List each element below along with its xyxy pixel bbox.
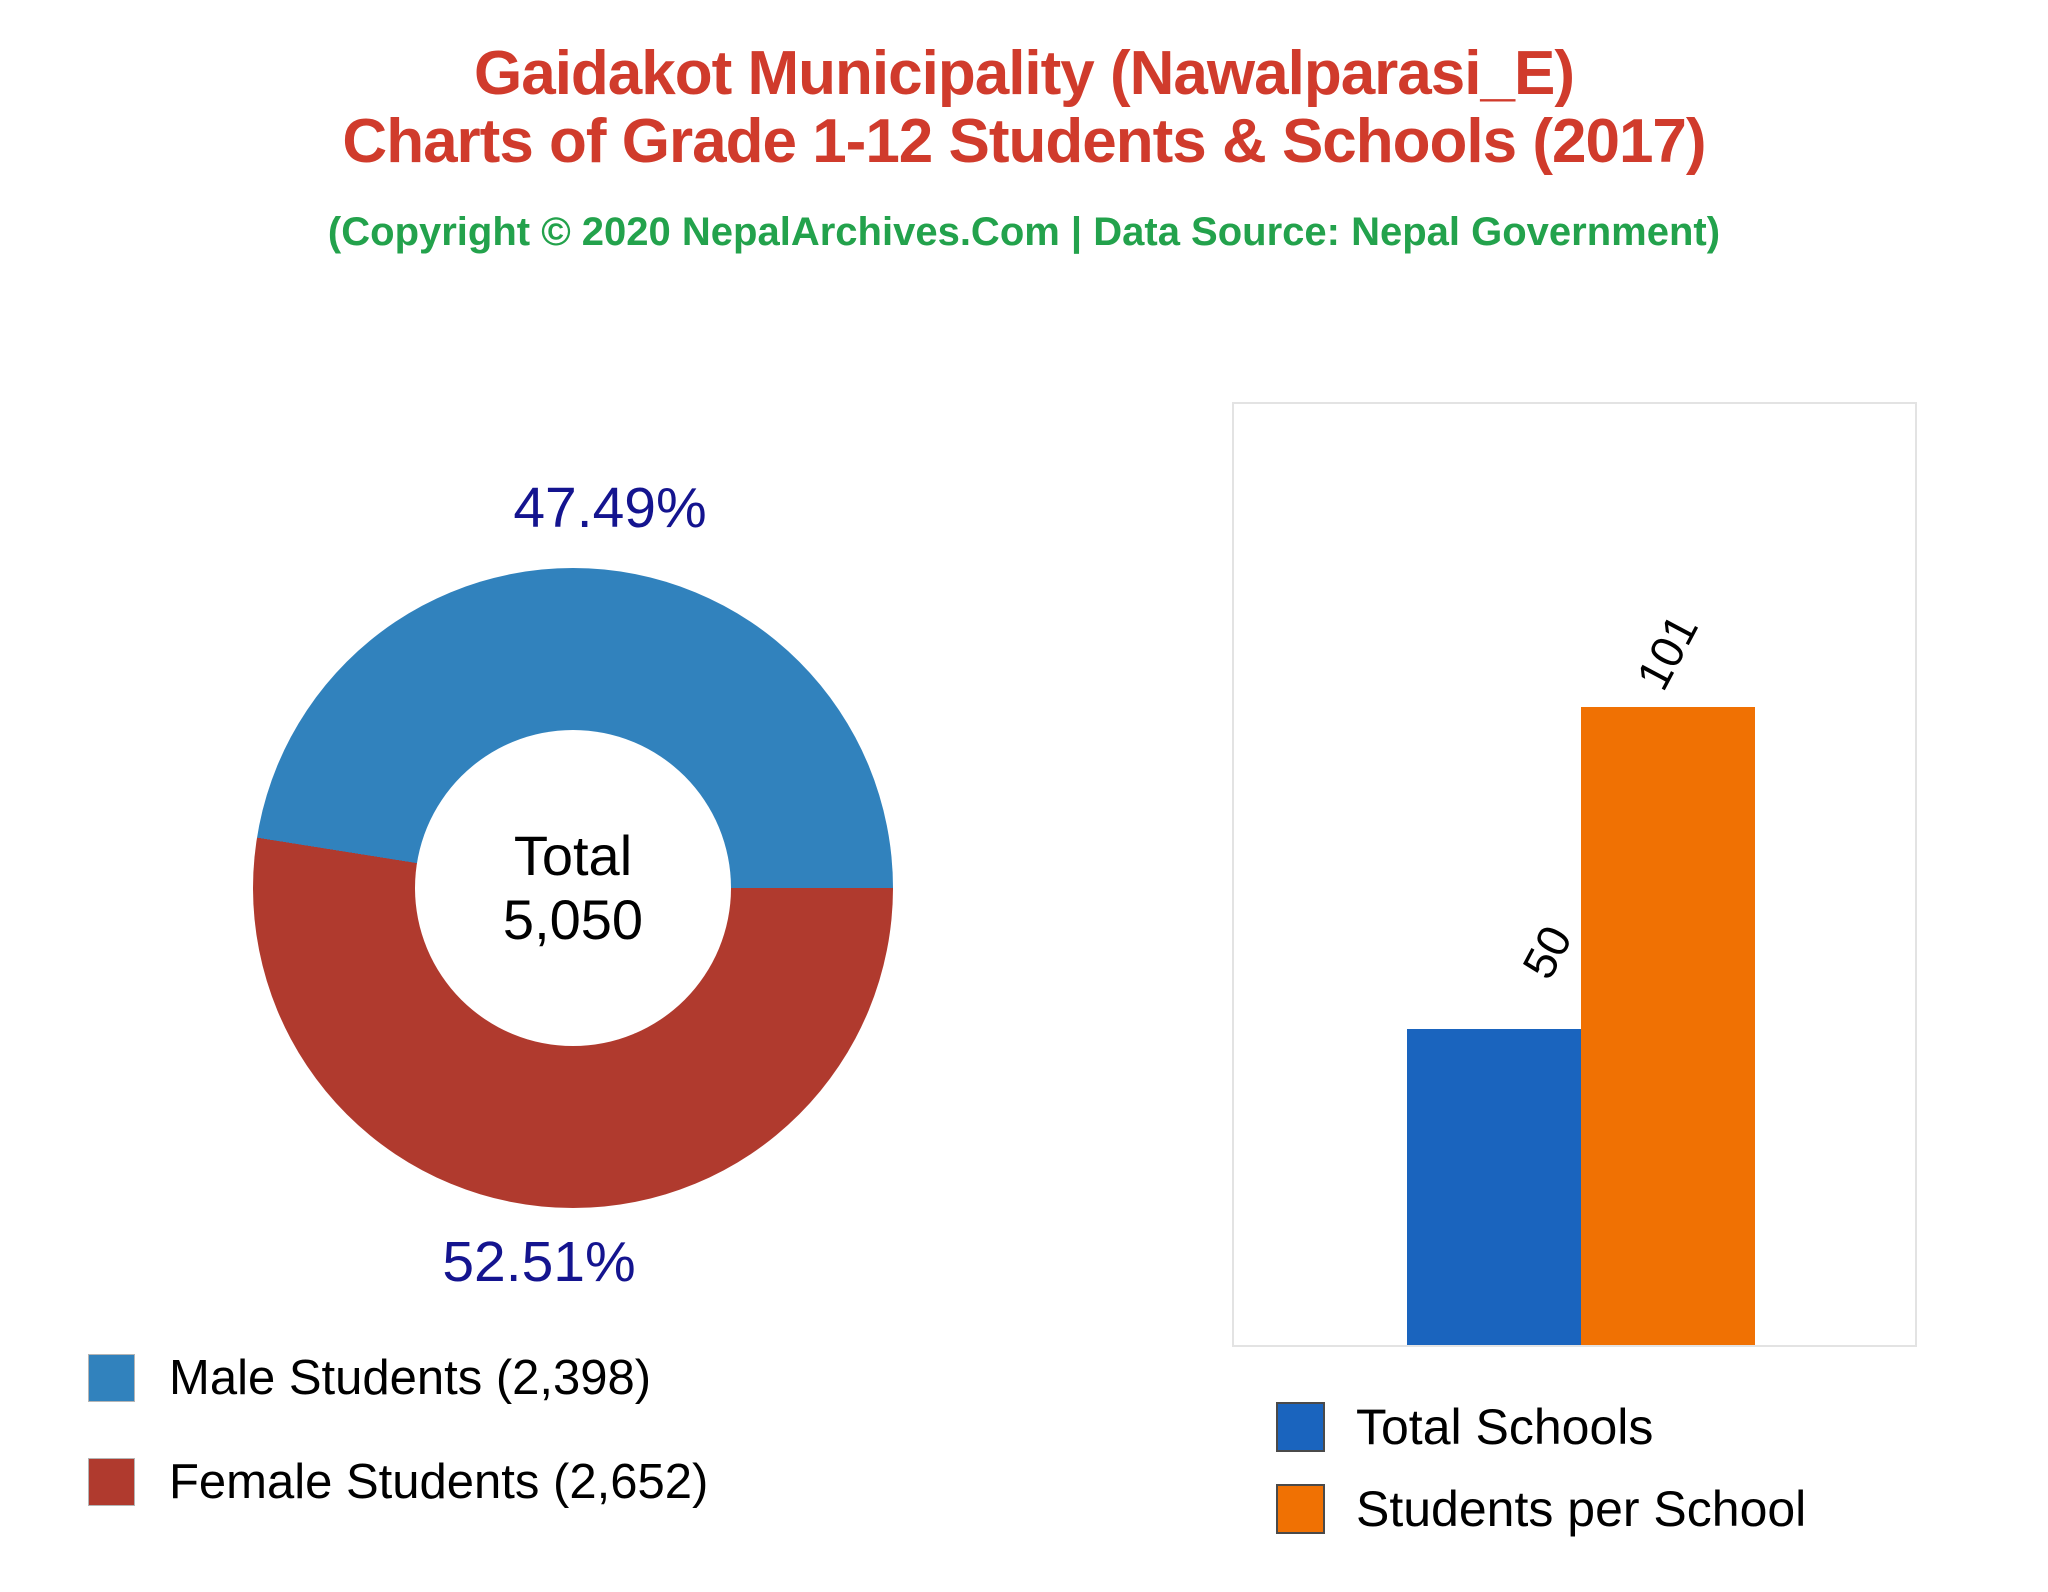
page-title-line1: Gaidakot Municipality (Nawalparasi_E) [474, 39, 1575, 108]
students-per-school-swatch [1276, 1484, 1325, 1534]
copyright-subtitle: (Copyright © 2020 NepalArchives.Com | Da… [327, 210, 1721, 254]
female-percent-label: 52.51% [442, 1230, 636, 1294]
donut-center-label: Total [513, 824, 633, 887]
legend-item-female-students: Female Students (2,652) [88, 1454, 708, 1510]
donut-center-value: 5,050 [502, 888, 644, 951]
female-students-swatch [88, 1458, 135, 1506]
donut-chart-ring: Total 5,050 [253, 568, 893, 1208]
legend-item-male-students: Male Students (2,398) [88, 1350, 651, 1406]
legend-item-students-per-school: Students per School [1276, 1480, 1806, 1538]
male-students-swatch [88, 1354, 135, 1402]
bar-value-label-students-per-school: 101 [1626, 605, 1708, 699]
page-title-line2: Charts of Grade 1-12 Students & Schools … [342, 107, 1706, 176]
bar-value-label-total-schools: 50 [1512, 917, 1582, 987]
legend-label-male-students: Male Students (2,398) [169, 1351, 652, 1405]
legend-label-students-per-school: Students per School [1356, 1481, 1807, 1537]
donut-center: Total 5,050 [415, 730, 731, 1046]
total-schools-swatch [1276, 1402, 1325, 1452]
male-percent-label: 47.49% [513, 476, 707, 540]
legend-label-total-schools: Total Schools [1356, 1399, 1654, 1455]
bar-chart-panel: 50 101 [1232, 402, 1917, 1347]
legend-item-total-schools: Total Schools [1276, 1398, 1653, 1456]
page-title: Gaidakot Municipality (Nawalparasi_E) Ch… [0, 40, 2048, 176]
bar-students-per-school [1581, 707, 1755, 1345]
bar-total-schools [1407, 1029, 1581, 1345]
legend-label-female-students: Female Students (2,652) [169, 1455, 709, 1509]
